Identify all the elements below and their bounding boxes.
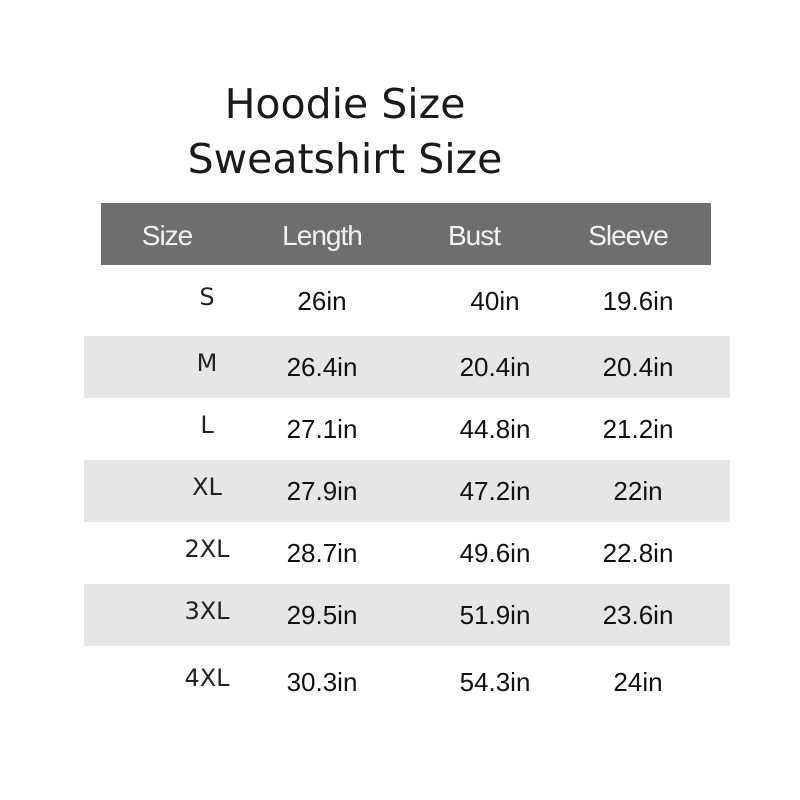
cell-size: M: [196, 349, 218, 377]
table-header: Size Length Bust Sleeve: [101, 203, 711, 265]
table-row: XL 27.9in 47.2in 22in: [0, 460, 800, 522]
header-sleeve: Sleeve: [588, 220, 669, 251]
cell-length: 26in: [297, 286, 347, 316]
cell-size: L: [200, 411, 214, 439]
cell-bust: 49.6in: [459, 538, 531, 568]
cell-bust: 54.3in: [459, 667, 531, 697]
cell-bust: 44.8in: [459, 414, 531, 444]
cell-length: 29.5in: [286, 600, 358, 630]
header-length: Length: [282, 220, 363, 251]
table-row: L 27.1in 44.8in 21.2in: [0, 398, 800, 460]
cell-bust: 20.4in: [459, 352, 531, 382]
cell-sleeve: 19.6in: [602, 286, 674, 316]
cell-bust: 47.2in: [459, 476, 531, 506]
cell-size: S: [199, 283, 215, 311]
table-row: 3XL 29.5in 51.9in 23.6in: [0, 584, 800, 646]
title-sweatshirt-size: Sweatshirt Size: [187, 135, 503, 183]
cell-sleeve: 22in: [613, 476, 663, 506]
cell-length: 27.1in: [286, 414, 358, 444]
table-row: M 26.4in 20.4in 20.4in: [0, 336, 800, 398]
cell-sleeve: 20.4in: [602, 352, 674, 382]
cell-size: 2XL: [184, 535, 230, 563]
cell-size: 3XL: [184, 597, 230, 625]
cell-size: XL: [192, 473, 222, 501]
cell-length: 27.9in: [286, 476, 358, 506]
table-row: S 26in 40in 19.6in: [0, 270, 800, 332]
cell-bust: 40in: [470, 286, 520, 316]
cell-size: 4XL: [184, 664, 230, 692]
cell-sleeve: 21.2in: [602, 414, 674, 444]
table-row: 4XL 30.3in 54.3in 24in: [0, 651, 800, 713]
cell-sleeve: 24in: [613, 667, 663, 697]
cell-length: 30.3in: [286, 667, 358, 697]
cell-sleeve: 23.6in: [602, 600, 674, 630]
header-size: Size: [141, 220, 193, 251]
header-bust: Bust: [447, 220, 501, 251]
cell-sleeve: 22.8in: [602, 538, 674, 568]
title-hoodie-size: Hoodie Size: [224, 80, 466, 128]
cell-bust: 51.9in: [459, 600, 531, 630]
cell-length: 28.7in: [286, 538, 358, 568]
table-row: 2XL 28.7in 49.6in 22.8in: [0, 522, 800, 584]
cell-length: 26.4in: [286, 352, 358, 382]
